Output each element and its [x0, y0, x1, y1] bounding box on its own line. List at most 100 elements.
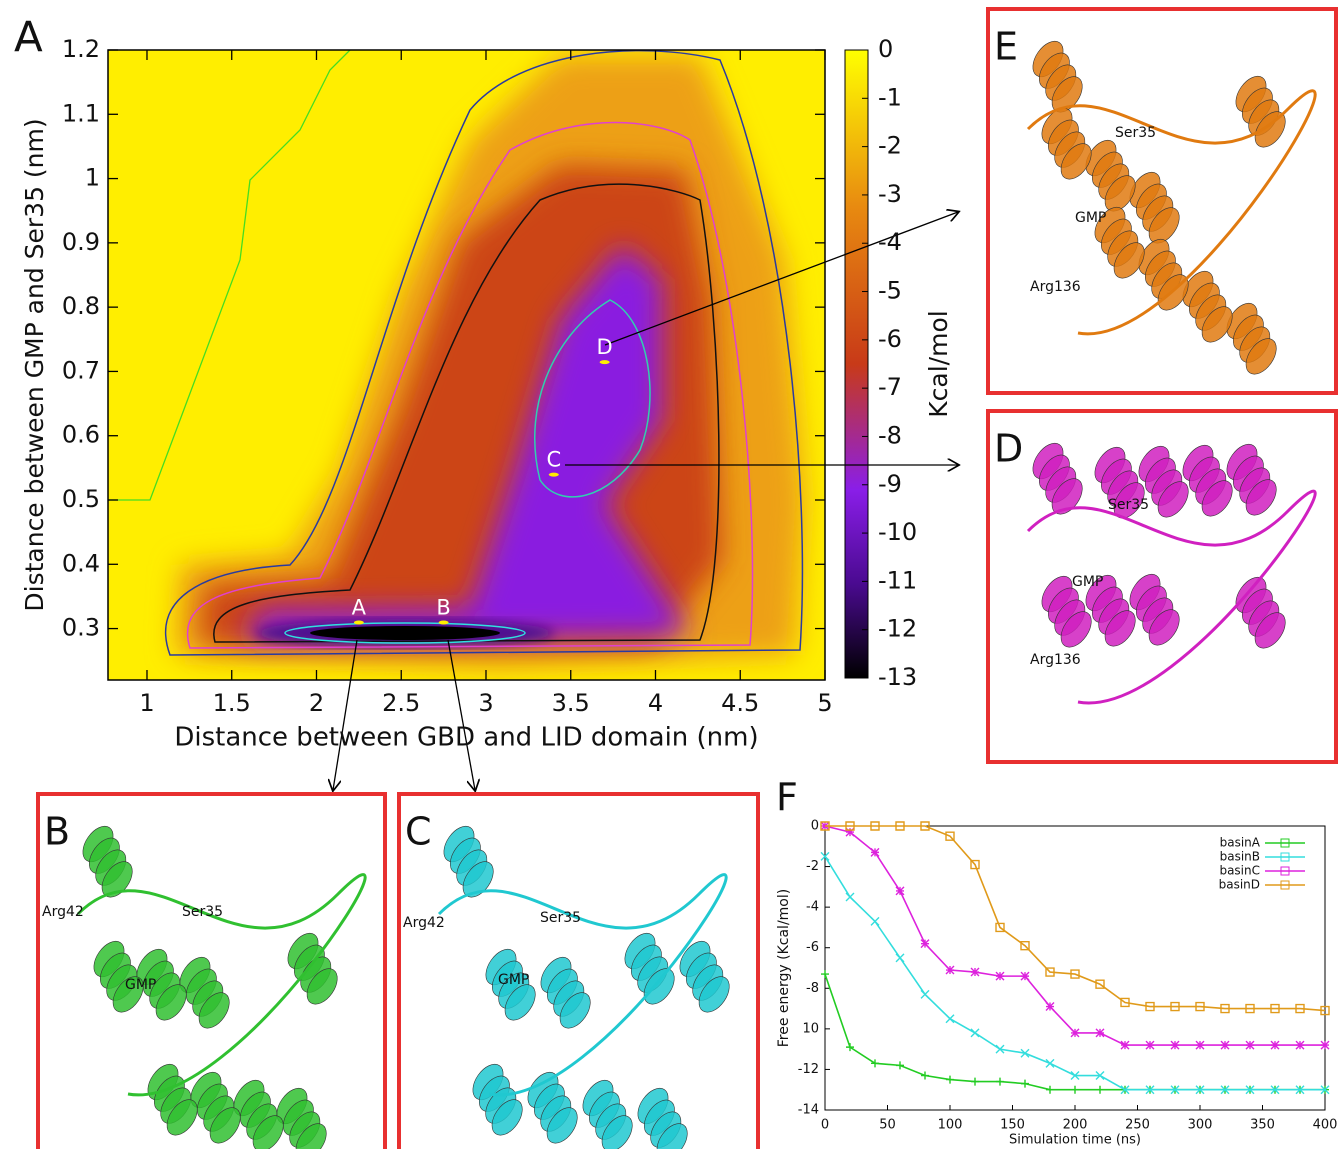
marker — [896, 1061, 904, 1070]
energy-landscape — [108, 50, 825, 680]
marker — [946, 1075, 954, 1084]
legend-swatch — [1280, 838, 1290, 848]
marker — [995, 1044, 1005, 1054]
x-tick-label: 350 — [1250, 1118, 1275, 1133]
colorbar-tick-label: -10 — [878, 518, 917, 546]
marker — [1270, 1040, 1280, 1050]
x-tick-label: 200 — [1063, 1118, 1088, 1133]
marker — [970, 1028, 980, 1038]
x-axis-label: Simulation time (ns) — [1009, 1133, 1141, 1148]
marker — [1095, 1071, 1105, 1081]
colorbar-tick-label: -3 — [878, 180, 902, 208]
marker — [1245, 1003, 1255, 1014]
basin-label: A — [352, 596, 367, 620]
x-tick-label: 1 — [139, 689, 154, 717]
basin-marker — [438, 620, 449, 625]
marker — [945, 1014, 955, 1024]
marker — [1120, 997, 1130, 1008]
marker — [1270, 1085, 1280, 1095]
protein-cartoon — [1026, 442, 1317, 705]
marker — [1021, 1079, 1029, 1088]
loop — [1026, 489, 1317, 705]
marker — [1020, 940, 1030, 951]
helix-turn — [198, 992, 230, 1029]
basin-marker — [548, 472, 559, 477]
marker — [870, 821, 880, 831]
panel-letter: B — [44, 810, 70, 854]
marker — [1045, 967, 1055, 977]
colorbar-tick-label: -2 — [878, 132, 902, 160]
colorbar — [844, 49, 869, 679]
residue-label: GMP — [125, 977, 156, 993]
marker — [820, 851, 830, 861]
residue-label: Arg136 — [1030, 652, 1081, 668]
marker — [1320, 1005, 1330, 1016]
colorbar-tick-label: -8 — [878, 421, 902, 449]
marker — [1220, 1003, 1230, 1014]
helix-turn — [306, 968, 338, 1005]
x-tick-label: 4.5 — [721, 689, 759, 717]
marker — [845, 892, 855, 902]
colorbar-tick-label: -4 — [878, 228, 902, 256]
basin-label: B — [436, 596, 450, 620]
x-tick-label: 100 — [938, 1118, 963, 1133]
marker — [1120, 1040, 1130, 1050]
loop — [437, 873, 728, 1097]
x-tick-label: 300 — [1188, 1118, 1213, 1133]
marker — [1071, 1085, 1079, 1094]
marker — [845, 827, 855, 837]
colorbar-tick-label: -1 — [878, 83, 902, 111]
y-tick-label: -14 — [798, 1103, 819, 1118]
legend-label: basinA — [1220, 836, 1261, 850]
helix-turn — [1104, 610, 1136, 647]
helix-turn — [1060, 611, 1092, 648]
protein-cartoon — [76, 825, 367, 1153]
x-tick-label: 3 — [478, 689, 493, 717]
protein-layer: E Ser35 GMP Arg136 D Ser35 GMP Arg136 B Ser35 Arg4… — [42, 25, 1317, 1153]
colorbar-tick-label: -6 — [878, 325, 902, 353]
y-tick-label: 10 — [802, 1021, 819, 1036]
helix-turn — [1060, 143, 1092, 180]
marker — [846, 1043, 854, 1052]
residue-label: GMP — [498, 972, 529, 988]
marker — [1320, 1085, 1330, 1095]
y-tick-label: 0.6 — [62, 421, 100, 449]
basin-label: C — [546, 448, 561, 472]
marker — [920, 939, 930, 949]
x-tick-label: 2 — [309, 689, 324, 717]
marker — [1020, 1048, 1030, 1058]
helix-turn — [1201, 306, 1233, 343]
marker — [1070, 1028, 1080, 1038]
legend-swatch — [1280, 880, 1290, 890]
marker — [1195, 1085, 1205, 1095]
colorbar-tick-label: -7 — [878, 373, 902, 401]
y-tick-label: -4 — [806, 900, 819, 915]
marker — [895, 821, 905, 831]
basin-label: D — [597, 335, 613, 359]
marker — [921, 1071, 929, 1080]
y-tick-label: -12 — [798, 1062, 819, 1077]
marker — [871, 1059, 879, 1068]
x-tick-label: 400 — [1313, 1118, 1338, 1133]
residue-label: Ser35 — [182, 904, 223, 920]
marker — [1245, 1085, 1255, 1095]
residue-label: Arg42 — [403, 915, 445, 931]
x-tick-label: 50 — [879, 1118, 896, 1133]
marker — [1270, 1003, 1280, 1014]
x-tick-label: 1.5 — [213, 689, 251, 717]
y-tick-label: 0.8 — [62, 292, 100, 320]
y-tick-label: 0.5 — [62, 485, 100, 513]
panel-letter: A — [14, 13, 43, 62]
x-tick-label: 5 — [817, 689, 832, 717]
helix-turn — [1113, 242, 1145, 279]
y-tick-label: -6 — [806, 940, 819, 955]
colorbar-tick-label: -12 — [878, 615, 917, 643]
marker — [1170, 1085, 1180, 1095]
marker — [945, 831, 955, 841]
y-axis-label: Free energy (Kcal/mol) — [776, 889, 792, 1047]
marker — [1170, 1040, 1180, 1050]
marker — [995, 971, 1005, 981]
legend-swatch — [1280, 852, 1290, 862]
marker — [970, 859, 980, 870]
